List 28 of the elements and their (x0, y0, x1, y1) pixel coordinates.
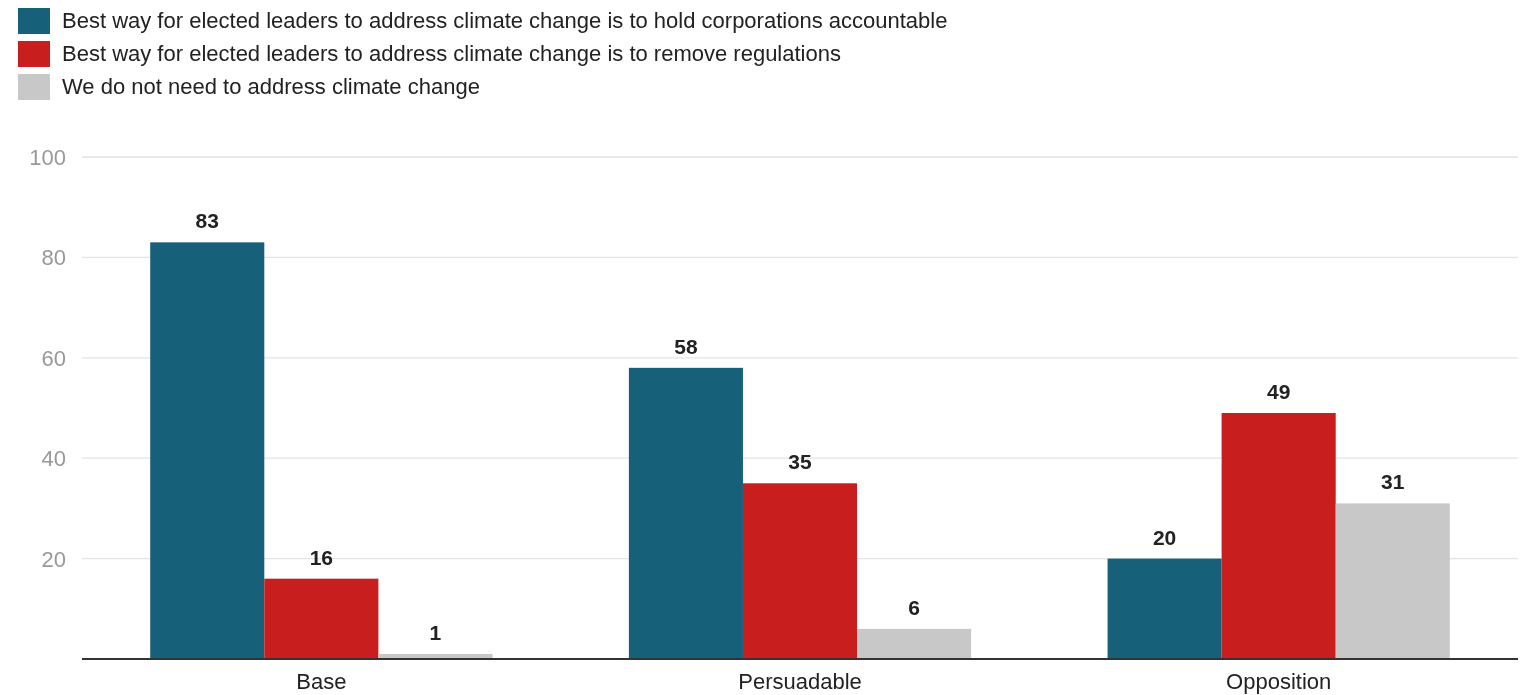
data-label: 20 (1152, 525, 1177, 549)
data-label: 31 (1381, 470, 1405, 494)
y-tick-label: 100 (29, 145, 66, 170)
y-tick-label: 80 (41, 245, 66, 271)
x-tick-label: Persuadable (738, 669, 862, 694)
data-label: 1 (429, 620, 442, 644)
bar (1221, 413, 1336, 659)
x-tick-label: Opposition (1226, 669, 1332, 694)
bar (857, 628, 972, 659)
x-tick-label: Base (296, 669, 347, 694)
y-tick-label: 20 (41, 546, 66, 572)
legend-label: Best way for elected leaders to address climate change is to hold corporations accountable (62, 8, 948, 33)
data-label: 16 (309, 545, 334, 569)
bar (1107, 558, 1222, 659)
bar (1335, 503, 1450, 659)
legend-label: We do not need to address climate change (62, 74, 480, 99)
legend-label: Best way for elected leaders to address climate change is to remove regulations (62, 41, 841, 66)
y-tick-label: 60 (41, 345, 66, 371)
data-label: 58 (674, 334, 698, 358)
data-label: 35 (788, 450, 812, 474)
data-label: 83 (195, 209, 219, 233)
bar (628, 367, 743, 659)
y-tick-label: 40 (41, 446, 66, 472)
bar (742, 483, 858, 659)
bar (150, 242, 265, 659)
data-label: 6 (908, 595, 920, 619)
data-label: 49 (1266, 380, 1291, 404)
bar (264, 578, 379, 659)
